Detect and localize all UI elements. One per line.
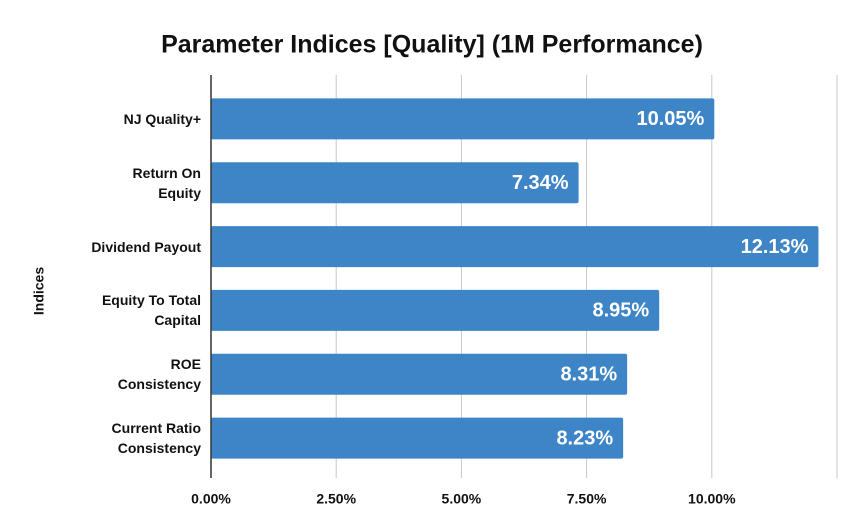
x-tick-label: 2.50% [316,491,356,507]
x-tick-label: 0.00% [191,491,231,507]
chart-title: Parameter Indices [Quality] (1M Performa… [161,31,703,59]
x-tick-label: 7.50% [567,491,607,507]
y-tick-label: Equity To Total Capital [101,292,201,329]
bar [211,162,579,204]
value-label: 10.05% [636,108,704,130]
y-tick-label: Return On Equity [132,164,201,201]
bar [211,289,660,331]
x-tick-label: 10.00% [688,491,736,507]
value-label: 12.13% [741,236,809,258]
y-tick-label: Current Ratio Consistency [111,420,201,457]
y-tick-label: NJ Quality+ [123,110,201,127]
y-tick-label: Dividend Payout [91,238,201,255]
bar [211,417,624,459]
value-label: 8.23% [556,427,613,449]
value-label: 7.34% [512,172,569,194]
value-label: 8.31% [560,364,617,386]
value-label: 8.95% [592,300,649,322]
x-tick-label: 5.00% [442,491,482,507]
bar [211,353,628,395]
bar [211,226,819,268]
y-axis-label: Indices [31,267,47,315]
bar [211,98,715,140]
y-tick-label: ROE Consistency [117,356,201,393]
